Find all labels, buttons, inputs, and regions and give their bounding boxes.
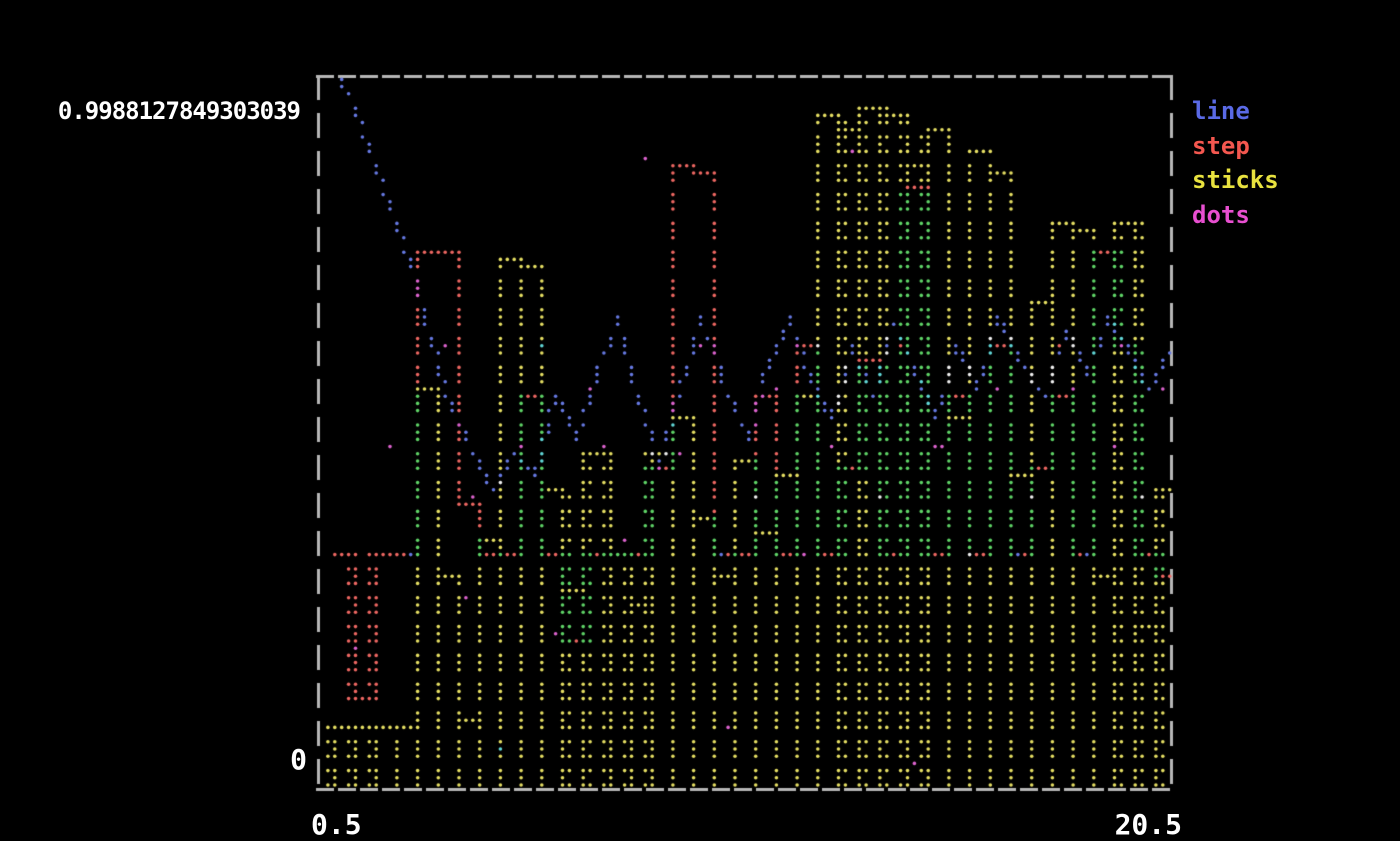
x-axis-min-label: 0.5 [311, 808, 362, 841]
x-axis-max-label: 20.5 [1114, 808, 1182, 841]
legend-item-dots: dots [1192, 200, 1250, 229]
legend-item-sticks: sticks [1192, 166, 1279, 194]
legend-item-line: line [1192, 97, 1250, 125]
legend-item-step: step [1192, 131, 1250, 160]
y-axis-max-label: 0.9988127849303039 [57, 97, 301, 125]
y-axis-min-label: 0 [290, 743, 307, 776]
legend: line step sticks dots [1192, 94, 1279, 232]
